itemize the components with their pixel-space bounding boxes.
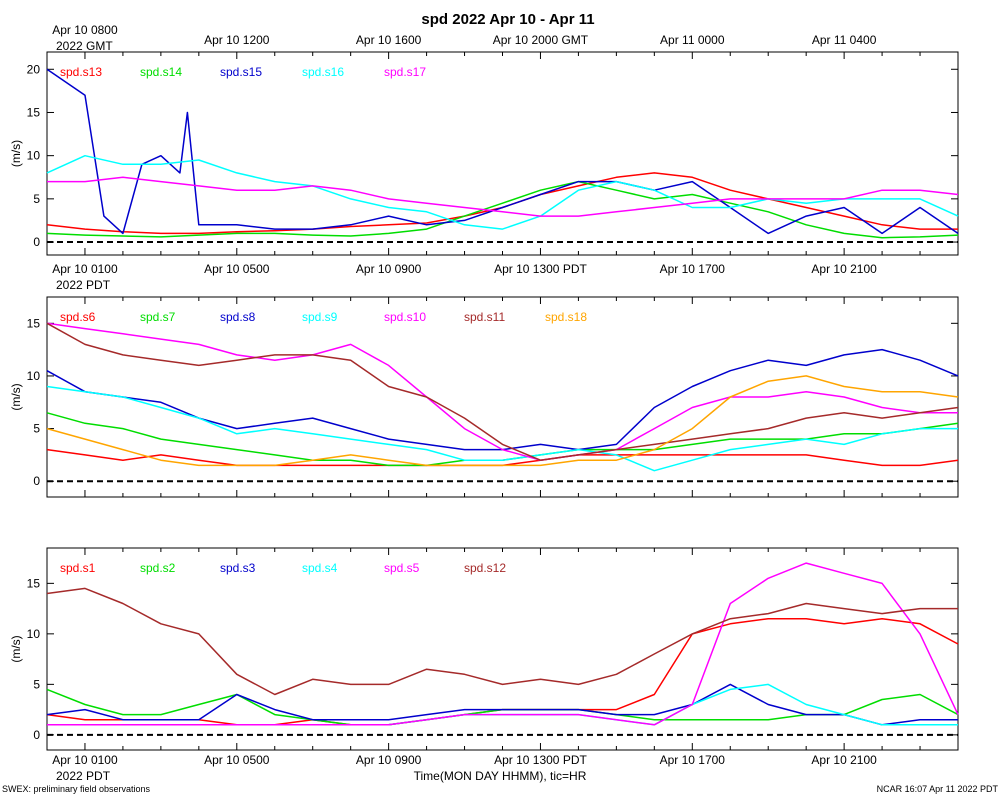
y-tick-label: 20 bbox=[27, 62, 41, 76]
series-line-spd.s12 bbox=[46, 587, 958, 696]
x-axis-label: Time(MON DAY HHMM), tic=HR bbox=[414, 769, 587, 783]
footer-right: NCAR 16:07 Apr 11 2022 PDT bbox=[877, 784, 999, 794]
y-axis-label: (m/s) bbox=[9, 383, 23, 410]
legend-entry: spd.s17 bbox=[384, 65, 426, 79]
y-tick-label: 15 bbox=[27, 105, 41, 119]
legend-entry: spd.s9 bbox=[302, 310, 338, 324]
series-line-spd.s3 bbox=[46, 683, 958, 726]
series-line-spd.s5 bbox=[47, 562, 959, 726]
series-line-spd.s18 bbox=[46, 375, 959, 467]
y-tick-label: 10 bbox=[27, 369, 41, 383]
gmt-tick-label: Apr 11 0000 bbox=[660, 33, 725, 47]
y-tick-label: 15 bbox=[27, 316, 41, 330]
gmt-year-label: 2022 GMT bbox=[56, 39, 113, 53]
gmt-tick-label: Apr 11 0400 bbox=[812, 33, 877, 47]
legend-entry: spd.s18 bbox=[545, 310, 587, 324]
pdt-year-label-top: 2022 PDT bbox=[56, 278, 111, 292]
series-line-spd.s11 bbox=[46, 322, 959, 461]
gmt-tick-label: Apr 10 1200 bbox=[204, 33, 270, 47]
legend-entry: spd.s16 bbox=[302, 65, 344, 79]
y-tick-label: 0 bbox=[33, 235, 40, 249]
y-axis-label: (m/s) bbox=[9, 635, 23, 662]
legend-entry: spd.s15 bbox=[220, 65, 262, 79]
series-line-spd.s16 bbox=[46, 154, 959, 230]
series-line-spd.s9 bbox=[46, 385, 958, 472]
pdt-top-tick-label: Apr 10 1300 PDT bbox=[494, 262, 587, 276]
legend-entry: spd.s12 bbox=[464, 561, 506, 575]
pdt-bottom-tick-label: Apr 10 2100 bbox=[811, 753, 877, 767]
y-tick-label: 10 bbox=[27, 627, 41, 641]
legend-entry: spd.s11 bbox=[464, 310, 505, 324]
pdt-bottom-tick-label: Apr 10 0500 bbox=[204, 753, 270, 767]
legend-entry: spd.s10 bbox=[384, 310, 426, 324]
chart-title: spd 2022 Apr 10 - Apr 11 bbox=[421, 11, 594, 28]
series-line-spd.s17 bbox=[47, 176, 959, 217]
panel-frame bbox=[46, 51, 959, 256]
legend-entry: spd.s2 bbox=[140, 561, 176, 575]
legend-entry: spd.s7 bbox=[140, 310, 176, 324]
y-tick-label: 0 bbox=[33, 728, 40, 742]
gmt-tick-label: Apr 10 1600 bbox=[356, 33, 422, 47]
y-tick-label: 5 bbox=[33, 677, 40, 691]
pdt-bottom-tick-label: Apr 10 0900 bbox=[356, 753, 422, 767]
pdt-bottom-tick-label: Apr 10 0100 bbox=[52, 753, 118, 767]
series-line-spd.s14 bbox=[46, 180, 959, 239]
legend-entry: spd.s6 bbox=[60, 310, 96, 324]
legend-entry: spd.s1 bbox=[60, 561, 96, 575]
series-line-spd.s15 bbox=[46, 68, 959, 235]
gmt-tick-label: Apr 10 2000 GMT bbox=[493, 33, 589, 47]
pdt-top-tick-label: Apr 10 0100 bbox=[52, 262, 118, 276]
y-tick-label: 15 bbox=[27, 576, 41, 590]
pdt-top-tick-label: Apr 10 1700 bbox=[660, 262, 726, 276]
pdt-top-tick-label: Apr 10 0900 bbox=[356, 262, 422, 276]
footer-left: SWEX: preliminary field observations bbox=[2, 784, 151, 794]
pdt-bottom-tick-label: Apr 10 1300 PDT bbox=[494, 753, 587, 767]
legend-entry: spd.s3 bbox=[220, 561, 256, 575]
y-tick-label: 0 bbox=[33, 474, 40, 488]
y-tick-label: 5 bbox=[33, 192, 40, 206]
legend-entry: spd.s4 bbox=[302, 561, 338, 575]
y-axis-label: (m/s) bbox=[9, 140, 23, 167]
pdt-year-label-bottom: 2022 PDT bbox=[56, 769, 111, 783]
pdt-bottom-tick-label: Apr 10 1700 bbox=[660, 753, 726, 767]
pdt-top-tick-label: Apr 10 0500 bbox=[204, 262, 270, 276]
panel-frame bbox=[46, 296, 959, 498]
legend-entry: spd.s14 bbox=[140, 65, 182, 79]
pdt-top-tick-label: Apr 10 2100 bbox=[811, 262, 877, 276]
y-tick-label: 10 bbox=[27, 149, 41, 163]
legend-entry: spd.s13 bbox=[60, 65, 102, 79]
y-tick-label: 5 bbox=[33, 422, 40, 436]
series-line-spd.s10 bbox=[46, 322, 958, 461]
legend-entry: spd.s8 bbox=[220, 310, 256, 324]
series-line-spd.s4 bbox=[47, 683, 958, 726]
gmt-tick-label: Apr 10 0800 bbox=[52, 23, 118, 37]
series-line-spd.s8 bbox=[46, 348, 959, 451]
legend-entry: spd.s5 bbox=[384, 561, 420, 575]
